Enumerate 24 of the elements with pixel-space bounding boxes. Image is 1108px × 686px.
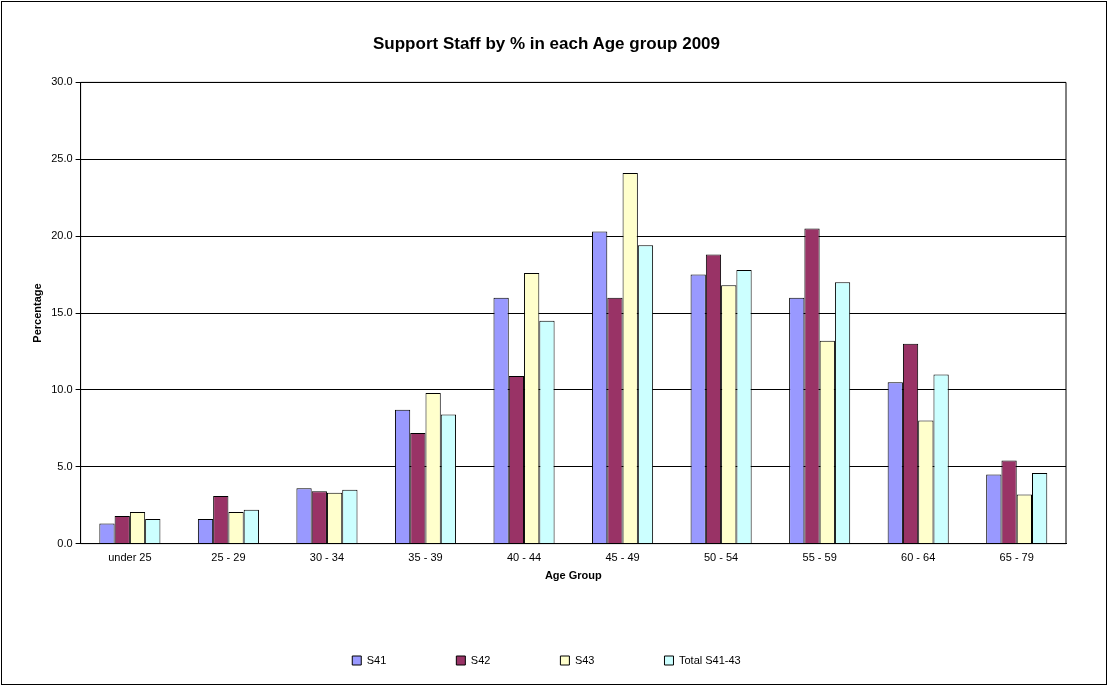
x-tick-label: 40 - 44 (506, 551, 542, 564)
x-tick-label: 50 - 54 (703, 551, 739, 564)
y-tick-label: 25.0 (51, 152, 73, 165)
y-axis-title: Percentage (30, 283, 43, 343)
x-tick-label: 55 - 59 (802, 551, 837, 564)
y-tick-label: 0.0 (57, 536, 73, 549)
legend-label: Total S41-43 (678, 653, 741, 666)
x-tick-label: under 25 (108, 551, 152, 564)
legend-label: S42 (470, 653, 491, 666)
chart-title: Support Staff by % in each Age group 2009 (373, 33, 720, 53)
y-tick-label: 15.0 (51, 306, 73, 319)
x-tick-label: 60 - 64 (901, 551, 936, 564)
x-tick-label: 25 - 29 (211, 551, 246, 564)
x-tick-label: 45 - 49 (605, 551, 640, 564)
x-tick-label: 35 - 39 (408, 551, 443, 564)
x-tick-label: 65 - 79 (999, 551, 1034, 564)
legend-label: S43 (574, 653, 595, 666)
y-tick-label: 5.0 (57, 459, 73, 472)
y-tick-label: 10.0 (51, 382, 73, 395)
legend-label: S41 (366, 653, 387, 666)
x-tick-label: 30 - 34 (309, 551, 345, 564)
y-tick-label: 30.0 (51, 75, 73, 88)
y-tick-label: 20.0 (51, 229, 73, 242)
x-axis-title: Age Group (544, 569, 602, 582)
